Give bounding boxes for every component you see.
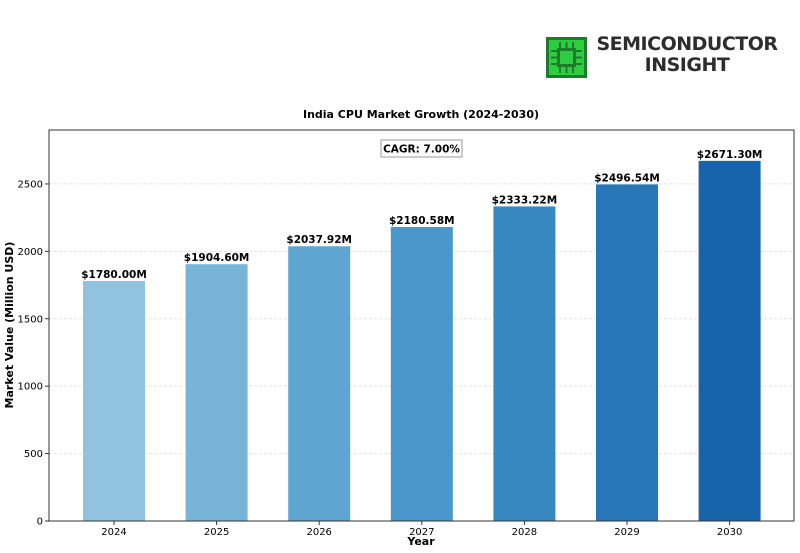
bar [83,281,145,521]
bar [390,226,453,521]
data-labels: $1780.00M $1904.60M $2037.92M $2180.58M $233… [81,149,762,281]
y-tick-label: 500 [24,449,43,460]
y-tick-label: 2000 [18,247,43,258]
cagr-annotation-text: CAGR: 7.00% [383,144,460,156]
x-tick-label: 2030 [717,527,742,538]
bar [288,246,351,521]
bar-value-label: $1904.60M [184,252,250,264]
bar-value-label: $1780.00M [81,269,147,281]
bar-value-label: $2671.30M [697,149,763,161]
x-tick-label: 2029 [614,527,639,538]
cagr-annotation: CAGR: 7.00% [380,139,463,158]
x-tick-label: 2027 [409,527,434,538]
brand-line2: INSIGHT [644,54,730,76]
chip-icon [546,37,587,78]
x-ticks: 2024 2025 2026 2027 2028 2029 2030 [101,521,742,538]
bar-value-label: $2037.92M [286,234,352,246]
bar [596,184,658,522]
bar [185,264,248,521]
bar [493,206,556,521]
chart-title: India CPU Market Growth (2024-2030) [303,108,539,121]
brand-line1: SEMICONDUCTOR [596,33,778,55]
y-tick-label: 0 [37,517,43,528]
y-ticks: 0 500 1000 1500 2000 2500 [18,179,49,528]
x-tick-label: 2025 [204,527,229,538]
x-tick-label: 2024 [101,527,126,538]
bar-value-label: $2496.54M [594,172,660,184]
y-axis-label: Market Value (Million USD) [3,242,16,409]
brand-logo: SEMICONDUCTOR INSIGHT [546,34,786,80]
brand-wordmark: SEMICONDUCTOR INSIGHT [592,34,782,76]
y-tick-label: 1000 [18,382,43,393]
bar-value-label: $2180.58M [389,215,455,227]
x-tick-label: 2028 [512,527,537,538]
y-tick-label: 2500 [18,179,43,190]
x-axis-label: Year [406,535,435,548]
y-tick-label: 1500 [18,314,43,325]
bar-value-label: $2333.22M [492,194,558,206]
bars [83,160,761,522]
x-tick-label: 2026 [306,527,331,538]
bar [698,160,761,521]
